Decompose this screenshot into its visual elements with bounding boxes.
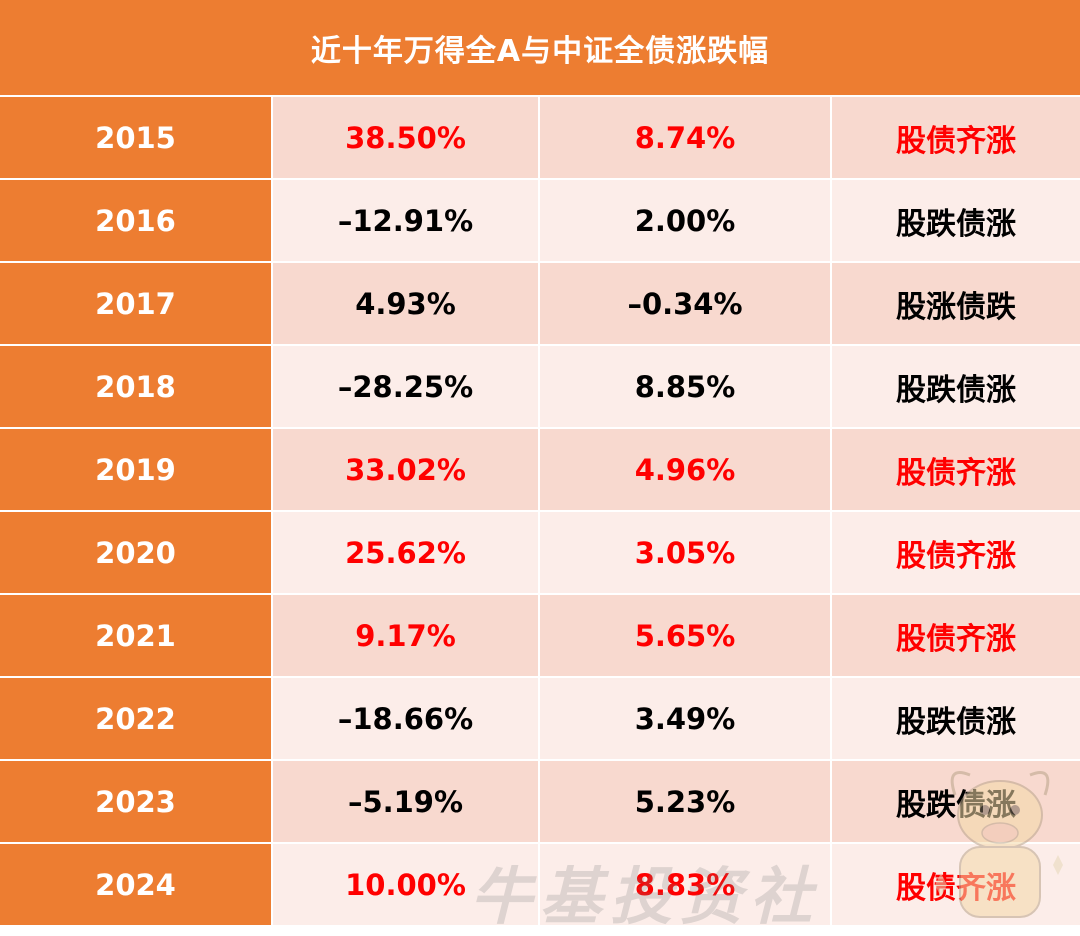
year-cell: 2015 — [0, 97, 271, 178]
csi-bond-return-cell: 4.96% — [540, 429, 830, 510]
table-row: 2020 25.62% 3.05% 股债齐涨 — [0, 512, 1080, 593]
trend-label-cell: 股跌债涨 — [832, 678, 1080, 759]
table-row: 2016 –12.91% 2.00% 股跌债涨 — [0, 180, 1080, 261]
table-row: 2024 10.00% 8.83% 股债齐涨 — [0, 844, 1080, 925]
year-cell: 2019 — [0, 429, 271, 510]
table-body: 2015 38.50% 8.74% 股债齐涨 2016 –12.91% 2.00% 股跌债涨 2… — [0, 97, 1080, 927]
trend-label-cell: 股债齐涨 — [832, 97, 1080, 178]
year-cell: 2017 — [0, 263, 271, 344]
wind-all-a-return-cell: 33.02% — [273, 429, 538, 510]
trend-label-cell: 股跌债涨 — [832, 180, 1080, 261]
trend-label-cell: 股涨债跌 — [832, 263, 1080, 344]
wind-all-a-return-cell: –28.25% — [273, 346, 538, 427]
year-cell: 2022 — [0, 678, 271, 759]
wind-all-a-return-cell: 25.62% — [273, 512, 538, 593]
wind-all-a-return-cell: 9.17% — [273, 595, 538, 676]
csi-bond-return-cell: –0.34% — [540, 263, 830, 344]
trend-label-cell: 股跌债涨 — [832, 346, 1080, 427]
wind-all-a-return-cell: 4.93% — [273, 263, 538, 344]
wind-all-a-return-cell: –5.19% — [273, 761, 538, 842]
table-row: 2021 9.17% 5.65% 股债齐涨 — [0, 595, 1080, 676]
csi-bond-return-cell: 5.23% — [540, 761, 830, 842]
wind-all-a-return-cell: 10.00% — [273, 844, 538, 925]
table-row: 2023 –5.19% 5.23% 股跌债涨 — [0, 761, 1080, 842]
csi-bond-return-cell: 3.49% — [540, 678, 830, 759]
trend-label-cell: 股跌债涨 — [832, 761, 1080, 842]
wind-all-a-return-cell: –18.66% — [273, 678, 538, 759]
table-row: 2019 33.02% 4.96% 股债齐涨 — [0, 429, 1080, 510]
wind-all-a-return-cell: 38.50% — [273, 97, 538, 178]
year-cell: 2023 — [0, 761, 271, 842]
trend-label-cell: 股债齐涨 — [832, 595, 1080, 676]
csi-bond-return-cell: 5.65% — [540, 595, 830, 676]
year-cell: 2016 — [0, 180, 271, 261]
wind-all-a-return-cell: –12.91% — [273, 180, 538, 261]
year-cell: 2018 — [0, 346, 271, 427]
csi-bond-return-cell: 2.00% — [540, 180, 830, 261]
table-row: 2015 38.50% 8.74% 股债齐涨 — [0, 97, 1080, 178]
table-row: 2018 –28.25% 8.85% 股跌债涨 — [0, 346, 1080, 427]
table-row: 2022 –18.66% 3.49% 股跌债涨 — [0, 678, 1080, 759]
csi-bond-return-cell: 8.74% — [540, 97, 830, 178]
csi-bond-return-cell: 8.85% — [540, 346, 830, 427]
table-row: 2017 4.93% –0.34% 股涨债跌 — [0, 263, 1080, 344]
csi-bond-return-cell: 8.83% — [540, 844, 830, 925]
year-cell: 2021 — [0, 595, 271, 676]
trend-label-cell: 股债齐涨 — [832, 844, 1080, 925]
csi-bond-return-cell: 3.05% — [540, 512, 830, 593]
trend-label-cell: 股债齐涨 — [832, 429, 1080, 510]
year-cell: 2024 — [0, 844, 271, 925]
trend-label-cell: 股债齐涨 — [832, 512, 1080, 593]
table-title: 近十年万得全A与中证全债涨跌幅 — [0, 0, 1080, 95]
year-cell: 2020 — [0, 512, 271, 593]
